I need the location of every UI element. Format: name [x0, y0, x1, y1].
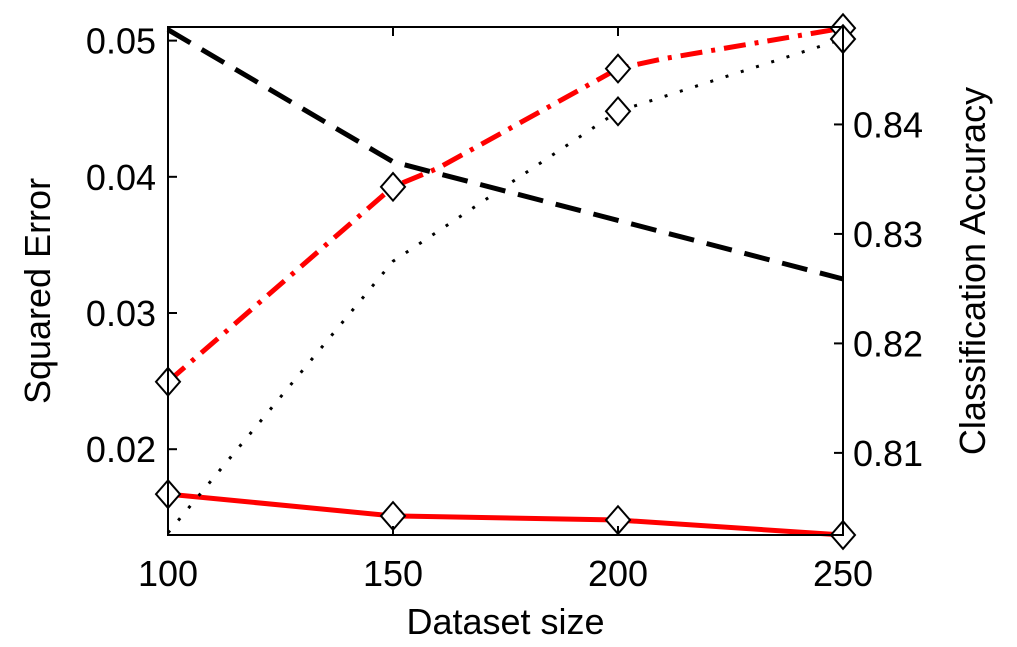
x-tick-label: 200 — [588, 553, 648, 594]
diamond-marker — [604, 95, 632, 127]
x-tick-label: 150 — [363, 553, 423, 594]
left-y-tick-label: 0.02 — [86, 429, 156, 470]
series-line-dashdot — [166, 25, 844, 384]
left-y-tick-label: 0.05 — [86, 21, 156, 62]
diamond-marker — [604, 53, 632, 84]
right-y-tick-label: 0.82 — [853, 323, 923, 364]
plot-area-frame — [167, 26, 844, 536]
series-line-solid — [167, 491, 844, 538]
left-y-tick-label: 0.04 — [86, 157, 156, 198]
x-tick-label: 100 — [138, 553, 198, 594]
right-y-axis-title: Classification Accuracy — [952, 87, 993, 455]
x-axis-title: Dataset size — [406, 601, 604, 642]
x-tick-label: 250 — [813, 553, 873, 594]
right-y-tick-label: 0.81 — [853, 433, 923, 474]
left-y-tick-label: 0.03 — [86, 293, 156, 334]
right-y-tick-label: 0.83 — [853, 214, 923, 255]
series-line-dashed — [166, 27, 844, 282]
diamond-marker — [379, 500, 407, 532]
series-line-dotted — [166, 37, 844, 534]
tick-layer: 100 150 200 250 0.02 0.03 0.04 0.05 0.81 0.82 0.83… — [86, 21, 923, 594]
left-y-axis-title: Squared Error — [17, 178, 58, 404]
marker-layer — [154, 12, 857, 551]
diamond-marker — [379, 171, 407, 203]
series-layer — [166, 25, 844, 538]
right-y-tick-label: 0.84 — [853, 104, 923, 145]
